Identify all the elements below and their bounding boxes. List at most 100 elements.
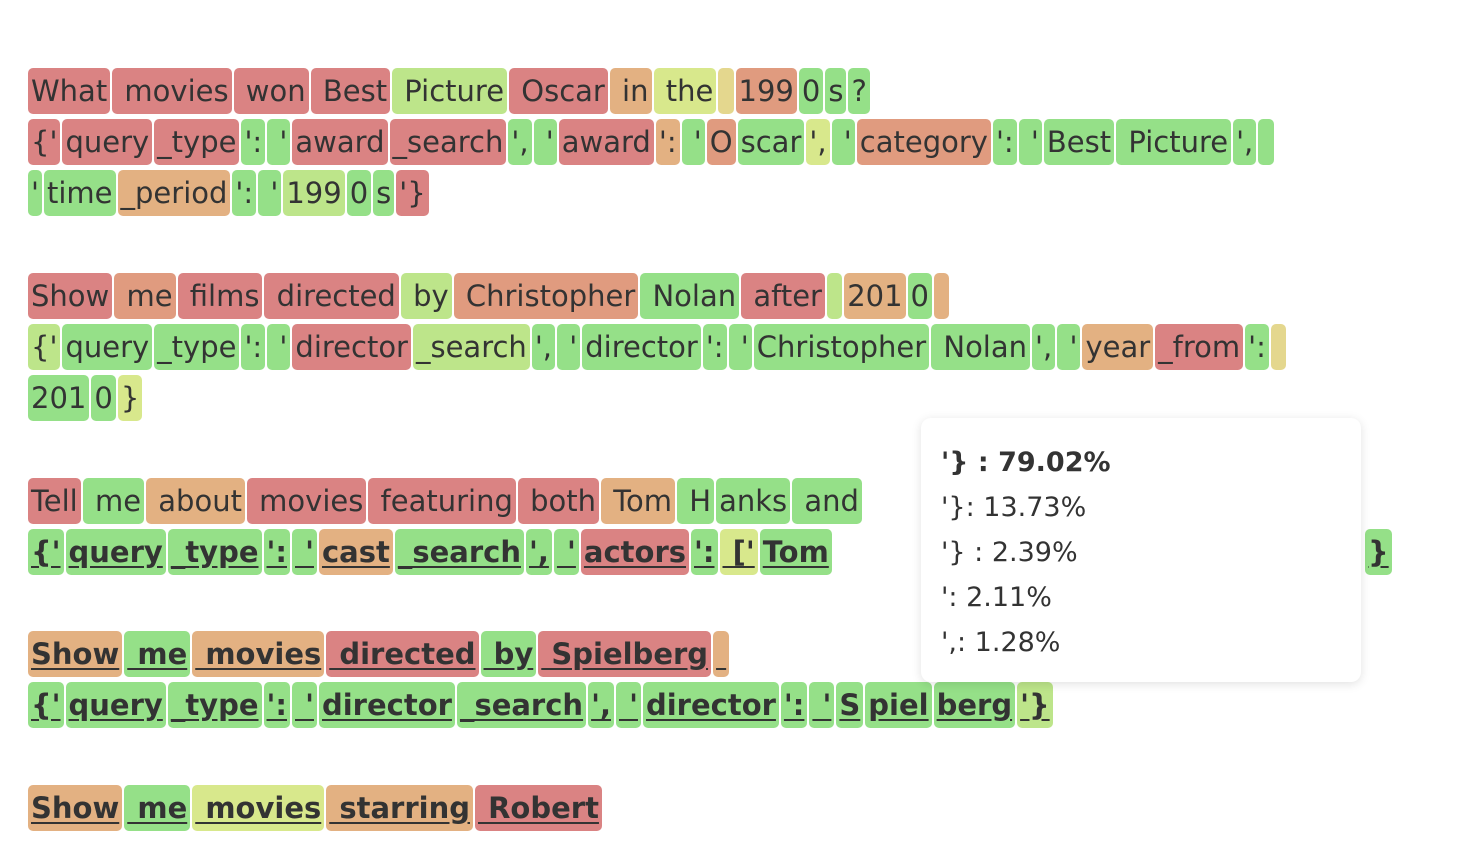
token[interactable]: 0 <box>798 68 824 114</box>
token[interactable]: query <box>62 324 153 370</box>
token[interactable]: piel <box>865 682 932 728</box>
token[interactable]: Oscar <box>509 68 608 114</box>
token[interactable]: movies <box>246 478 367 524</box>
token[interactable]: {' <box>28 529 64 575</box>
token[interactable]: by <box>400 273 452 319</box>
token[interactable]: award <box>292 119 388 165</box>
token[interactable]: scar <box>737 119 805 165</box>
token[interactable]: director <box>642 682 779 728</box>
token[interactable]: Tom <box>601 478 676 524</box>
token[interactable]: ': <box>702 324 727 370</box>
token[interactable]: year <box>1082 324 1154 370</box>
token[interactable]: 0 <box>346 170 372 216</box>
token[interactable]: films <box>177 273 263 319</box>
token[interactable]: Show <box>28 273 113 319</box>
token[interactable]: director <box>292 324 411 370</box>
token[interactable]: ': <box>780 682 808 728</box>
token[interactable]: ': <box>241 324 266 370</box>
token[interactable]: movies <box>192 785 325 831</box>
token[interactable]: Picture <box>392 68 508 114</box>
token[interactable]: in <box>609 68 652 114</box>
token[interactable]: _search <box>389 119 507 165</box>
token[interactable]: ' <box>258 170 282 216</box>
token[interactable]: query <box>65 529 166 575</box>
token[interactable]: directed <box>326 631 479 677</box>
token[interactable]: ', <box>806 119 830 165</box>
token[interactable]: ' <box>557 324 581 370</box>
token[interactable]: ', <box>1032 324 1056 370</box>
token[interactable]: _type <box>167 529 262 575</box>
token[interactable]: Show <box>28 785 123 831</box>
token[interactable]: Tell <box>28 478 81 524</box>
token[interactable]: ' <box>292 529 317 575</box>
token[interactable]: Best <box>310 68 391 114</box>
token[interactable]: What <box>28 68 111 114</box>
token[interactable]: _search <box>394 529 525 575</box>
token[interactable]: me <box>124 631 191 677</box>
token[interactable]: category <box>856 119 991 165</box>
token[interactable]: } <box>117 375 143 421</box>
token[interactable]: _search <box>456 682 587 728</box>
token[interactable]: Christopher <box>753 324 930 370</box>
token[interactable]: about <box>146 478 245 524</box>
token[interactable]: ': <box>655 119 680 165</box>
token[interactable]: _period <box>117 170 231 216</box>
token[interactable] <box>934 273 950 319</box>
token[interactable]: ', <box>1233 119 1257 165</box>
token[interactable]: after <box>741 273 825 319</box>
token[interactable]: ' <box>728 324 752 370</box>
token[interactable]: _type <box>167 682 262 728</box>
token[interactable]: movies <box>112 68 232 114</box>
token[interactable]: movies <box>192 631 325 677</box>
token[interactable] <box>1270 324 1287 370</box>
token[interactable]: Show <box>28 631 123 677</box>
token[interactable]: ' <box>809 682 835 728</box>
token[interactable]: ': <box>232 170 257 216</box>
token[interactable]: starring <box>326 785 473 831</box>
token[interactable]: Best <box>1043 119 1115 165</box>
token[interactable]: ' <box>615 682 641 728</box>
token[interactable]: ': <box>992 119 1017 165</box>
token[interactable]: me <box>124 785 191 831</box>
token[interactable]: directed <box>264 273 399 319</box>
token[interactable]: _type <box>154 324 240 370</box>
token[interactable]: ': <box>241 119 266 165</box>
token[interactable]: ': <box>263 529 290 575</box>
token[interactable]: {' <box>28 324 61 370</box>
token[interactable]: by <box>480 631 537 677</box>
token[interactable]: me <box>114 273 176 319</box>
token[interactable] <box>1258 119 1274 165</box>
token[interactable]: _search <box>412 324 530 370</box>
token[interactable]: 201 <box>28 375 90 421</box>
token[interactable]: ', <box>588 682 614 728</box>
token[interactable]: Robert <box>475 785 602 831</box>
token[interactable]: ' <box>1018 119 1042 165</box>
token[interactable]: H <box>677 478 715 524</box>
token[interactable]: S <box>836 682 864 728</box>
token[interactable]: s <box>373 170 395 216</box>
token[interactable]: } <box>1365 529 1392 575</box>
token[interactable]: ' <box>267 324 291 370</box>
token[interactable]: anks <box>716 478 791 524</box>
token[interactable]: ? <box>848 68 870 114</box>
token[interactable]: ' <box>28 170 42 216</box>
token[interactable]: '} <box>396 170 429 216</box>
token[interactable]: ' <box>292 682 317 728</box>
token[interactable]: won <box>233 68 309 114</box>
token[interactable] <box>826 273 843 319</box>
token[interactable]: query <box>65 682 166 728</box>
token[interactable]: {' <box>28 119 61 165</box>
token[interactable]: featuring <box>368 478 516 524</box>
token[interactable]: O <box>706 119 736 165</box>
token[interactable]: ': <box>691 529 718 575</box>
token[interactable]: 0 <box>907 273 932 319</box>
token[interactable] <box>713 631 730 677</box>
token[interactable]: 199 <box>735 68 797 114</box>
token[interactable]: ', <box>531 324 556 370</box>
token[interactable]: [' <box>719 529 758 575</box>
token[interactable]: Spielberg <box>538 631 712 677</box>
token[interactable]: ', <box>526 529 552 575</box>
token[interactable]: Nolan <box>640 273 740 319</box>
token[interactable]: Christopher <box>453 273 639 319</box>
token[interactable]: {' <box>28 682 64 728</box>
